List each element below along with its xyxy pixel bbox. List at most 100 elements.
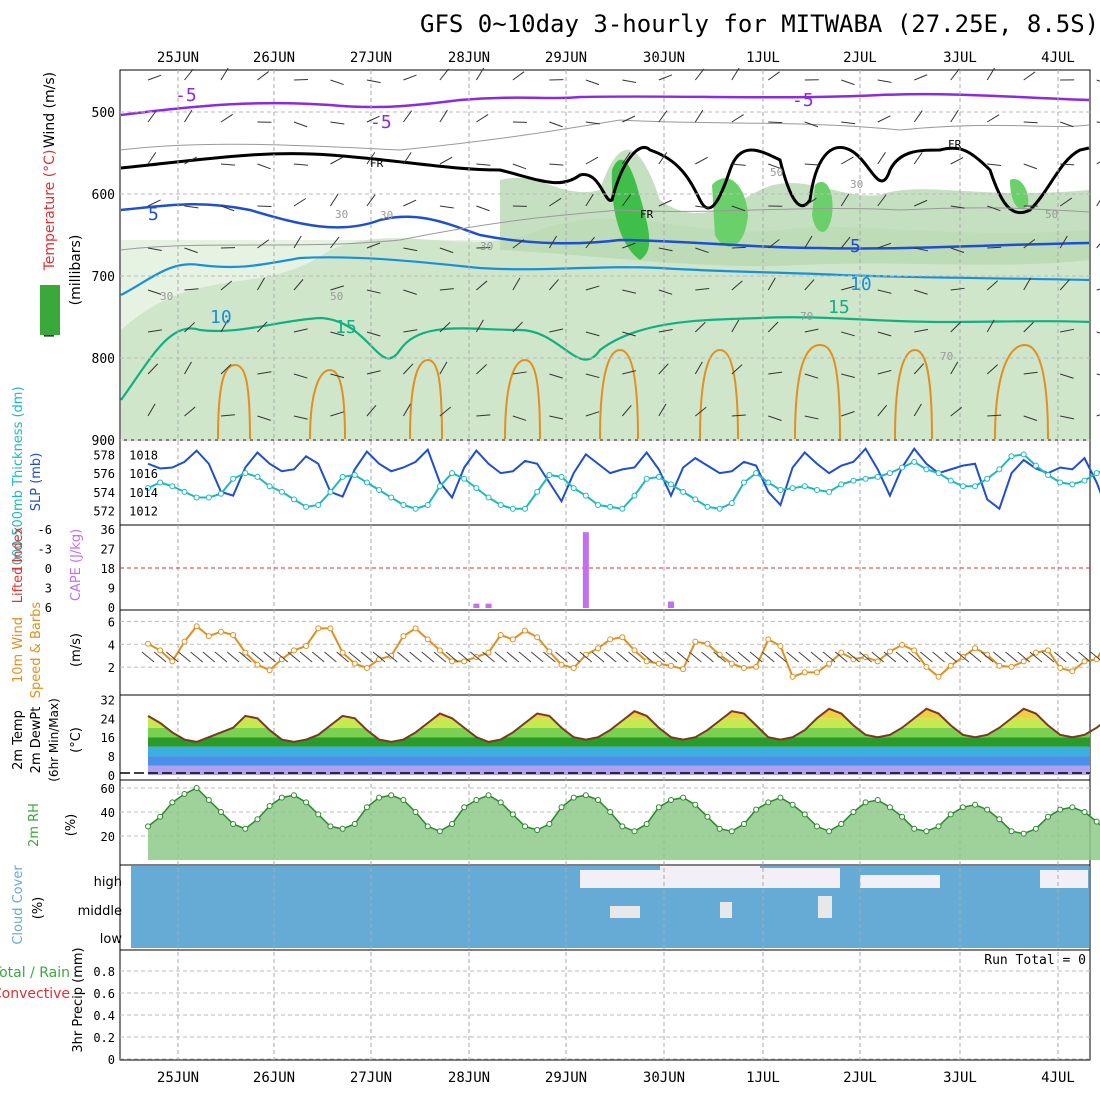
surface-barb — [993, 651, 1006, 663]
surface-barb — [397, 651, 410, 663]
thickness-point — [400, 502, 407, 508]
wind10m-point — [899, 641, 906, 648]
surface-barb — [591, 651, 605, 663]
surface-barb — [336, 651, 349, 663]
thickness-point — [595, 502, 602, 508]
thickness-point — [826, 488, 833, 495]
thickness-point — [351, 472, 358, 478]
pressure-tick: 700 — [92, 270, 115, 285]
rh2m-point — [1020, 830, 1027, 837]
surface-barb — [275, 651, 289, 663]
rh2m-point — [461, 804, 468, 811]
wind-barb — [293, 415, 308, 420]
wind10m-point — [497, 632, 504, 638]
wind-barb — [658, 199, 672, 207]
wind10m-point — [181, 638, 188, 645]
wind10m-point — [740, 665, 747, 671]
pressure-tick: 800 — [92, 352, 115, 367]
surface-barb — [530, 651, 544, 663]
contour-label: -5 — [792, 90, 814, 111]
wind-barb — [1059, 235, 1068, 249]
cape-tick: 27 — [101, 543, 115, 557]
wind10m-line — [147, 624, 1100, 679]
precip-legend-total: Total / Rain — [0, 965, 70, 981]
surface-barb — [1017, 651, 1031, 663]
rh2m-point — [886, 804, 893, 811]
isotherm-15 — [120, 316, 1090, 401]
rh-green-3 — [812, 181, 833, 232]
surface-barb — [883, 651, 897, 663]
wind-barb — [476, 280, 488, 291]
thickness-tick: 572 — [93, 505, 115, 519]
surface-barb — [214, 651, 228, 663]
wind-barb — [439, 406, 452, 417]
wind-barb — [987, 414, 1002, 417]
cloud-gap-high-4 — [860, 875, 940, 888]
thickness-point — [546, 472, 553, 478]
thickness-point — [680, 488, 687, 495]
wind10m-point — [789, 673, 796, 680]
rh2m-point — [1008, 828, 1015, 835]
surface-barb — [263, 651, 276, 663]
thickness-point — [1045, 472, 1052, 478]
wind-barb — [549, 373, 563, 379]
rh2m-point — [1093, 818, 1100, 825]
precip-tick: 0.8 — [93, 965, 115, 979]
slp-tick: 1016 — [129, 467, 158, 481]
surface-barb — [749, 651, 763, 663]
date-label-top: 3JUL — [943, 50, 977, 66]
wind10m-point — [145, 640, 151, 647]
rh2m-point — [1032, 825, 1039, 832]
wind-barb — [1023, 121, 1038, 124]
wind-barb — [841, 121, 856, 125]
cloud-gaps — [580, 866, 1088, 918]
wind-barb — [330, 411, 344, 417]
rh2m-point — [728, 828, 735, 835]
wind10m-point — [400, 633, 407, 640]
thickness-point — [424, 502, 431, 508]
rh2m-point — [984, 806, 991, 813]
wind-barb — [950, 406, 963, 417]
thickness-point — [461, 475, 468, 482]
thickness-point — [655, 473, 662, 480]
date-label-top: 1JUL — [746, 50, 780, 66]
rh2m-point — [959, 804, 966, 811]
date-label-top: 26JUN — [253, 50, 295, 66]
wind-barb — [767, 321, 779, 333]
wind10m-point — [485, 649, 492, 656]
rh2m-point — [935, 823, 942, 830]
rh2m-point — [266, 803, 273, 809]
rh-tick: 40 — [101, 806, 115, 820]
temp-tick: 16 — [101, 731, 115, 745]
date-label-bottom: 29JUN — [545, 1070, 587, 1086]
wind-barb — [402, 403, 411, 417]
rh2m-point — [339, 825, 346, 832]
cape-ylabel: CAPE (J/kg) — [69, 529, 84, 601]
surface-barb — [628, 651, 641, 663]
freezing-level — [120, 146, 1090, 214]
surface-barb — [311, 651, 325, 663]
wind-barb — [877, 242, 892, 249]
wind-barb — [950, 247, 965, 254]
axis-labels: 25JUN 25JUN 26JUN 26JUN 27JUN 27JUN 28JUN 28JUN… — [0, 50, 1086, 1086]
surface-barb — [178, 651, 191, 663]
rh2m-point — [765, 799, 772, 806]
wind-barb — [804, 373, 819, 379]
wind-tick: 2 — [108, 661, 115, 675]
slp-tick: 1012 — [129, 505, 158, 519]
wind-barb — [585, 331, 600, 337]
isotherm-20-day7 — [794, 343, 841, 440]
rh2m-point — [1081, 809, 1088, 815]
wind-barb — [293, 235, 302, 249]
isotherm-minus5 — [120, 92, 1090, 117]
rh2m-point — [230, 821, 237, 827]
cloud-gap-high-3 — [760, 868, 840, 888]
surface-barb — [251, 651, 264, 663]
wind-barb — [1023, 163, 1038, 170]
rh2m-point — [558, 804, 565, 811]
wind-barb — [658, 289, 673, 295]
wind10m-point — [972, 645, 979, 652]
wind-barb — [512, 71, 525, 81]
rh2m-point — [692, 801, 699, 808]
rh2m-point — [582, 792, 589, 799]
